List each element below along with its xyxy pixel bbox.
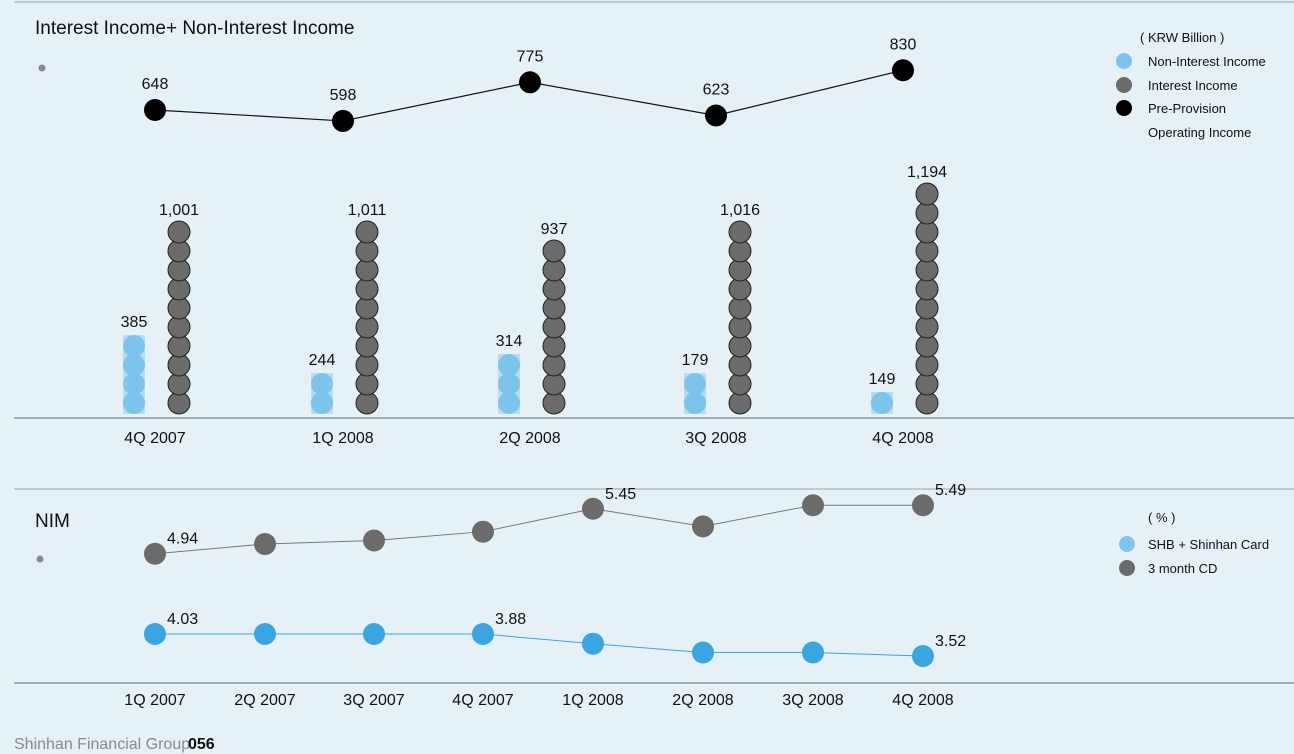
non-interest-value-label-0: 385	[121, 314, 148, 331]
chart1-unit-label: ( KRW Billion )	[1140, 30, 1224, 45]
footer-company: Shinhan Financial Group	[14, 736, 191, 753]
nim-value-label-2: 5.49	[935, 482, 966, 499]
footer-page-number: 056	[188, 736, 215, 753]
non-interest-dot-0-3	[123, 335, 145, 357]
interest-value-label-2: 937	[541, 221, 568, 238]
non-interest-value-label-4: 149	[869, 371, 896, 388]
chart2-x-tick-4: 1Q 2008	[562, 692, 623, 709]
non-interest-value-label-1: 244	[309, 352, 336, 369]
non-interest-dot-0-1	[123, 373, 145, 395]
chart2-legend-dot-1	[1119, 560, 1135, 576]
nim-point-0-3	[472, 520, 494, 543]
nim-point-0-5	[692, 515, 714, 538]
non-interest-value-label-3: 179	[682, 352, 709, 369]
non-interest-dot-1-0	[311, 392, 333, 414]
chart1-legend-dot-2	[1116, 100, 1132, 116]
ppoi-value-label-1: 598	[330, 87, 357, 104]
chart1-legend-dot-0	[1116, 53, 1132, 69]
chart2-bullet-icon	[36, 555, 44, 563]
chart1-legend-label-0: Non-Interest Income	[1148, 54, 1266, 69]
ppoi-value-label-3: 623	[703, 81, 730, 98]
interest-value-label-4: 1,194	[907, 164, 947, 181]
ppoi-point-1	[332, 109, 354, 132]
nim-value-label-0: 4.94	[167, 531, 198, 548]
interest-dot-4-11	[915, 182, 939, 206]
non-interest-dot-4-0	[871, 392, 893, 414]
chart2-legend-dot-0	[1119, 536, 1135, 552]
interest-value-label-3: 1,016	[720, 202, 760, 219]
non-interest-dot-0-0	[123, 392, 145, 414]
nim-point-1-7	[912, 645, 934, 668]
chart1-bullet-icon	[38, 64, 46, 72]
chart1-x-tick-0: 4Q 2007	[124, 430, 185, 447]
interest-value-label-0: 1,001	[159, 202, 199, 219]
chart2-title: NIM	[35, 511, 70, 532]
nim-point-0-4	[582, 497, 604, 520]
chart2-x-tick-2: 3Q 2007	[343, 692, 404, 709]
non-interest-value-label-2: 314	[496, 333, 523, 350]
chart1-legend-label2-2: Operating Income	[1148, 125, 1251, 140]
chart1-x-tick-4: 4Q 2008	[872, 430, 933, 447]
nim-value-label-5: 3.52	[935, 633, 966, 650]
non-interest-dot-2-1	[498, 373, 520, 395]
nim-point-1-6	[802, 641, 824, 664]
ppoi-value-label-4: 830	[890, 36, 917, 53]
nim-point-1-3	[472, 623, 494, 645]
chart2-x-tick-5: 2Q 2008	[672, 692, 733, 709]
chart2-legend-label-0: SHB + Shinhan Card	[1148, 537, 1269, 552]
chart2-x-tick-6: 3Q 2008	[782, 692, 843, 709]
nim-line-1	[155, 633, 924, 657]
chart1-legend-dot-1	[1116, 77, 1132, 93]
nim-point-0-7	[912, 494, 934, 517]
ppoi-value-label-0: 648	[142, 76, 169, 93]
nim-value-label-4: 3.88	[495, 611, 526, 628]
ppoi-point-2	[519, 71, 541, 94]
chart1-legend-label-1: Interest Income	[1148, 78, 1238, 93]
nim-point-0-2	[363, 529, 385, 552]
interest-value-label-1: 1,011	[348, 202, 387, 219]
nim-point-0-0	[144, 542, 166, 565]
interest-dot-3-9	[728, 220, 752, 244]
chart2-x-tick-0: 1Q 2007	[124, 692, 185, 709]
chart1-x-tick-1: 1Q 2008	[312, 430, 373, 447]
nim-point-0-6	[802, 494, 824, 517]
nim-point-1-4	[582, 632, 604, 655]
nim-value-label-3: 4.03	[167, 611, 198, 628]
nim-point-1-0	[144, 623, 166, 645]
chart2-legend-label-1: 3 month CD	[1148, 561, 1217, 576]
nim-line-0	[154, 504, 923, 555]
non-interest-dot-3-1	[684, 373, 706, 395]
chart2-unit-label: ( % )	[1148, 510, 1175, 525]
non-interest-dot-2-2	[498, 354, 520, 376]
nim-value-label-1: 5.45	[605, 486, 636, 503]
nim-point-0-1	[254, 533, 276, 556]
nim-point-1-1	[254, 623, 276, 645]
chart2-x-tick-1: 2Q 2007	[234, 692, 295, 709]
chart2-x-tick-7: 4Q 2008	[892, 692, 953, 709]
non-interest-dot-3-0	[684, 392, 706, 414]
interest-dot-0-9	[167, 220, 191, 244]
ppoi-point-3	[705, 104, 727, 127]
chart1-legend-label-2: Pre-Provision	[1148, 101, 1226, 116]
chart1-x-tick-2: 2Q 2008	[499, 430, 560, 447]
nim-point-1-2	[363, 623, 385, 645]
chart1-x-tick-3: 3Q 2008	[685, 430, 746, 447]
non-interest-dot-0-2	[123, 354, 145, 376]
ppoi-point-4	[892, 59, 914, 82]
nim-point-1-5	[692, 641, 714, 664]
chart1-title: Interest Income+ Non-Interest Income	[35, 18, 355, 39]
non-interest-dot-2-0	[498, 392, 520, 414]
interest-dot-2-8	[542, 239, 566, 263]
non-interest-dot-1-1	[311, 373, 333, 395]
ppoi-value-label-2: 775	[517, 48, 544, 65]
interest-dot-1-9	[355, 220, 379, 244]
chart2-x-tick-3: 4Q 2007	[452, 692, 513, 709]
ppoi-point-0	[144, 99, 166, 122]
